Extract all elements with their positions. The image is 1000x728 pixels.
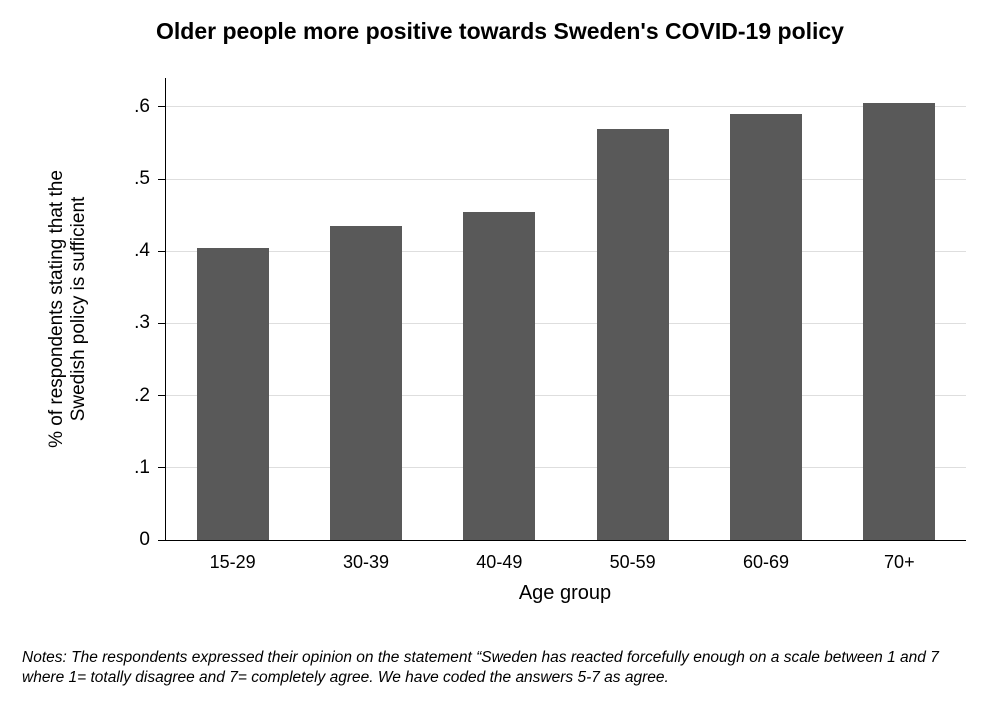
chart-title: Older people more positive towards Swede… [156, 18, 844, 44]
gridline [166, 106, 966, 108]
gridline [166, 250, 966, 252]
x-tick-label: 30-39 [342, 552, 390, 572]
gridline [166, 322, 966, 324]
x-tick-label: 70+ [884, 552, 915, 572]
y-tick-label: .3 [134, 312, 150, 334]
y-tick-mark [158, 106, 166, 108]
bar-60-69 [730, 114, 802, 540]
y-tick-mark [158, 178, 166, 180]
x-tick-label: 40-49 [476, 552, 523, 572]
y-tick-label: .2 [134, 384, 150, 406]
bar-15-29 [196, 247, 269, 540]
y-tick-label: .5 [134, 168, 150, 190]
x-axis-title: Age group [518, 582, 612, 604]
x-tick-label: 15-29 [209, 552, 256, 572]
y-tick-mark [158, 395, 166, 397]
y-axis-label: % of respondents stating that the Swedis… [46, 78, 90, 540]
bar-40-49 [463, 211, 536, 540]
y-tick-label: .6 [134, 95, 150, 117]
bar-70+ [863, 103, 936, 540]
bar-50-59 [596, 128, 669, 540]
gridline [166, 178, 966, 180]
y-tick-mark [158, 467, 166, 469]
y-tick-mark [158, 322, 166, 324]
chart-notes: Notes: The respondents expressed their o… [22, 649, 939, 687]
bar-30-39 [330, 225, 402, 540]
y-tick-label: .1 [134, 456, 150, 478]
y-tick-mark [158, 250, 166, 252]
y-tick-label: 0 [139, 529, 150, 550]
y-axis-label-line2: Swedish policy is sufficient [68, 196, 89, 422]
plot-area: 0 .1 .2 .3 .4 .5 .6 15-29 30-39 40-49 50-59 60-69 70… [134, 78, 966, 572]
gridline [166, 395, 966, 397]
gridline [166, 467, 966, 469]
y-tick-label: .4 [134, 240, 150, 262]
y-tick-mark [158, 539, 166, 541]
y-axis-label-line1: % of respondents stating that the [46, 170, 67, 448]
x-tick-label: 60-69 [742, 552, 790, 572]
x-tick-label: 50-59 [609, 552, 656, 572]
